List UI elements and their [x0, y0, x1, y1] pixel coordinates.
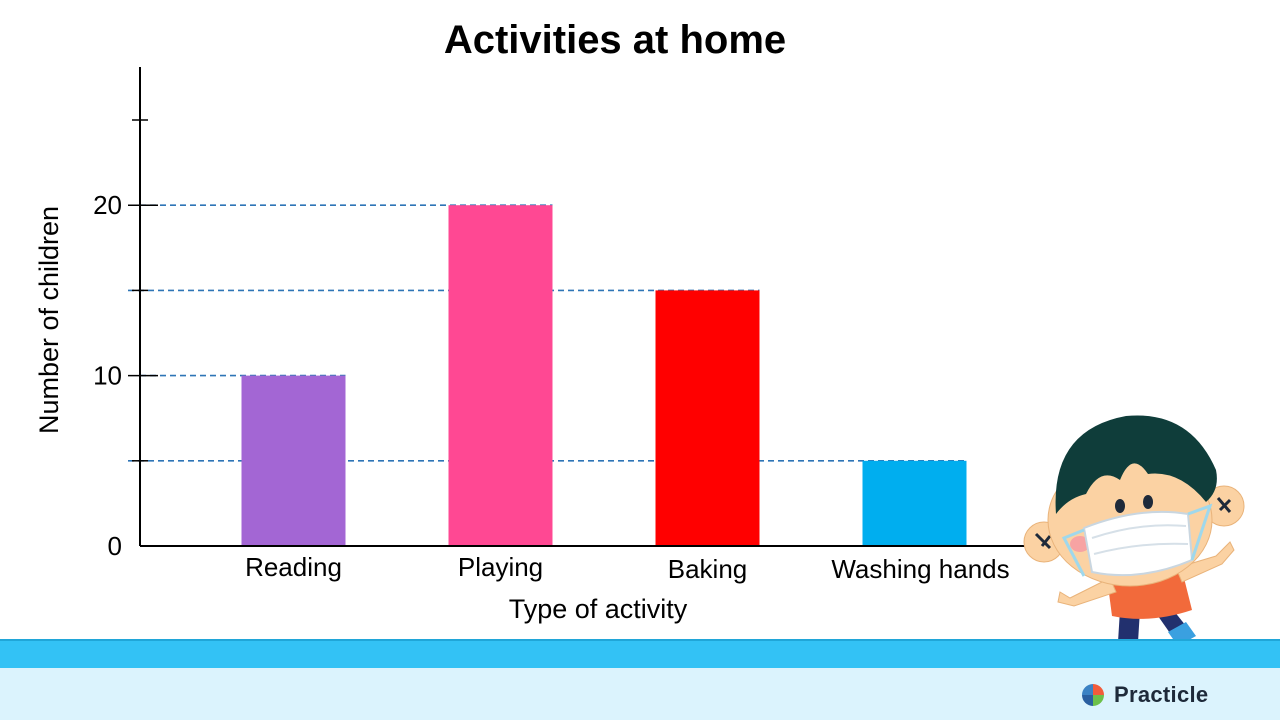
left-arm: [1057, 577, 1117, 607]
axes: [139, 67, 1030, 547]
y-tick-label-0: 0: [108, 531, 122, 561]
hair: [1055, 415, 1217, 514]
footer-stripe: [0, 639, 1280, 670]
x-category-label: Playing: [458, 552, 543, 582]
x-axis-title: Type of activity: [509, 594, 688, 624]
brand-logo: Practicle: [1080, 680, 1208, 710]
x-category-labels: Reading Playing Baking Washing hands: [245, 552, 1010, 584]
left-eye: [1115, 499, 1125, 513]
right-eye: [1143, 495, 1153, 509]
practicle-logo-icon: [1082, 684, 1104, 706]
x-category-label: Reading: [245, 552, 342, 582]
y-ticks: [128, 119, 158, 462]
bars: [241, 205, 967, 546]
x-category-label: Baking: [668, 554, 748, 584]
chart-title: Activities at home: [443, 18, 787, 62]
brand-name: Practicle: [1114, 682, 1209, 707]
x-category-label: Washing hands: [831, 554, 1009, 584]
bar-playing: [448, 205, 553, 546]
footer-band: [0, 668, 1280, 720]
right-arm: [1175, 541, 1235, 583]
y-axis-title: Number of children: [34, 206, 64, 434]
y-tick-label-20: 20: [93, 190, 122, 220]
bar-reading: [241, 375, 346, 546]
y-tick-labels: 0 10 20: [93, 190, 122, 561]
bar-baking: [655, 290, 760, 546]
bar-washing-hands: [862, 460, 967, 546]
kid-wearing-face-mask-illustration: [1023, 415, 1245, 665]
y-tick-label-10: 10: [93, 361, 122, 391]
